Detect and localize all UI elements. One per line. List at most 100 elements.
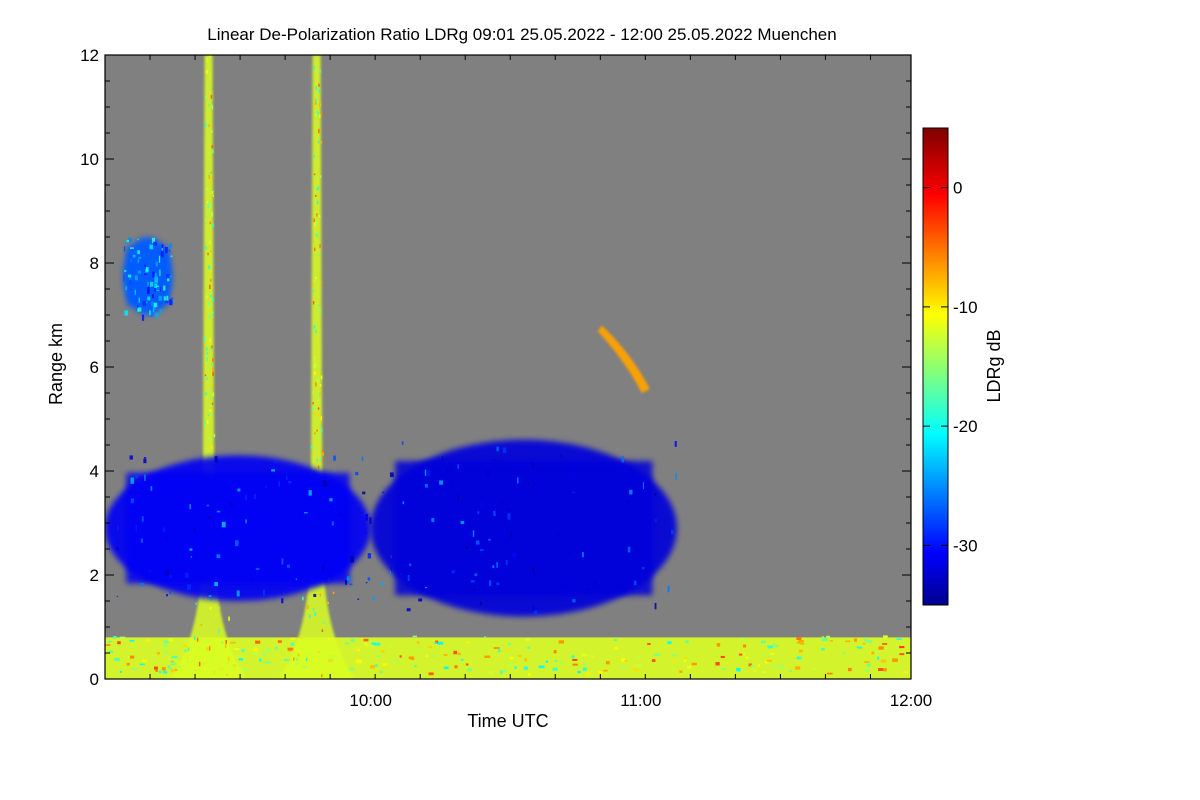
speckle: [210, 389, 213, 393]
speckle: [228, 616, 230, 621]
speckle: [263, 589, 265, 596]
speckle: [204, 122, 207, 127]
speckle: [230, 641, 236, 644]
speckle: [493, 647, 500, 649]
speckle: [209, 408, 212, 412]
speckle: [642, 482, 644, 489]
speckle: [255, 640, 261, 644]
speckle: [312, 402, 314, 405]
speckle: [323, 480, 327, 487]
speckle: [163, 651, 169, 654]
speckle: [212, 371, 214, 377]
speckle: [146, 267, 149, 272]
speckle: [209, 405, 211, 409]
speckle: [313, 290, 315, 292]
speckle: [381, 650, 385, 653]
speckle: [295, 578, 297, 581]
speckle: [312, 301, 315, 305]
speckle: [166, 273, 170, 279]
speckle: [320, 282, 323, 285]
speckle: [198, 661, 201, 667]
speckle: [388, 645, 392, 648]
y-tick-label: 4: [90, 462, 99, 481]
speckle: [149, 244, 154, 249]
speckle: [431, 517, 435, 523]
speckle: [183, 644, 189, 647]
speckle: [761, 640, 766, 644]
speckle: [206, 57, 208, 63]
speckle: [221, 641, 224, 644]
y-tick-label: 2: [90, 566, 99, 585]
speckle: [560, 454, 562, 458]
speckle: [577, 482, 582, 484]
speckle: [235, 540, 239, 547]
y-tick-label: 10: [80, 150, 99, 169]
speckle: [862, 642, 866, 645]
speckle: [326, 601, 329, 605]
speckle: [166, 594, 168, 597]
speckle: [138, 297, 140, 303]
speckle: [826, 672, 833, 675]
speckle: [208, 104, 210, 106]
speckle: [328, 637, 330, 640]
features-layer: [105, 55, 911, 679]
speckle: [439, 480, 444, 485]
speckle: [847, 667, 852, 672]
speckle: [317, 378, 319, 383]
speckle: [799, 643, 805, 645]
chart-title: Linear De-Polarization Ratio LDRg 09:01 …: [207, 25, 836, 44]
speckle: [250, 577, 253, 582]
speckle: [169, 299, 173, 306]
colorbar-tick-label: -10: [953, 298, 978, 317]
speckle: [274, 461, 279, 464]
speckle: [211, 316, 214, 318]
speckle: [226, 673, 229, 676]
speckle: [318, 215, 321, 218]
colorbar: 0 -10 -20 -30: [922, 127, 978, 606]
speckle: [154, 305, 157, 311]
speckle: [401, 441, 404, 445]
speckle: [312, 548, 315, 555]
speckle: [517, 477, 519, 484]
speckle: [132, 254, 136, 258]
speckle: [566, 589, 569, 596]
speckle: [425, 587, 428, 589]
speckle: [356, 648, 361, 652]
speckle: [586, 588, 590, 592]
speckle: [147, 286, 150, 294]
speckle: [853, 638, 857, 642]
speckle: [314, 359, 316, 364]
speckle: [451, 570, 455, 574]
speckle: [168, 249, 171, 252]
speckle: [201, 517, 205, 525]
speckle: [170, 297, 174, 299]
speckle: [209, 397, 212, 400]
speckle: [505, 560, 508, 566]
speckle: [572, 599, 576, 603]
speckle: [312, 282, 315, 287]
speckle: [720, 655, 725, 659]
speckle: [164, 246, 168, 254]
speckle: [210, 599, 212, 601]
speckle: [208, 436, 211, 440]
speckle: [418, 598, 423, 602]
speckle: [621, 666, 626, 669]
speckle: [318, 412, 321, 416]
speckle: [571, 471, 575, 478]
speckle: [500, 670, 503, 674]
speckle: [129, 639, 135, 642]
speckle: [320, 416, 322, 421]
speckle: [598, 671, 603, 674]
speckle: [582, 667, 587, 671]
speckle: [691, 662, 697, 666]
speckle: [123, 246, 126, 252]
speckle: [313, 247, 316, 252]
speckle: [153, 306, 155, 313]
speckle: [212, 367, 214, 372]
speckle: [716, 643, 721, 647]
speckle: [493, 510, 496, 516]
speckle: [237, 488, 241, 492]
speckle: [184, 572, 189, 578]
speckle: [472, 589, 476, 592]
